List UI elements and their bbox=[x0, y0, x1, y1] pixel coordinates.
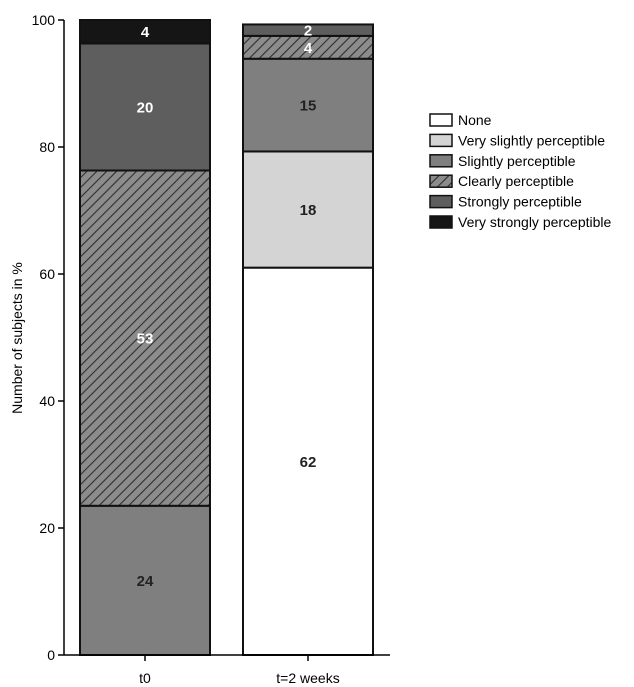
legend-swatch-4 bbox=[429, 194, 453, 209]
bar-value-label-1-4: 2 bbox=[304, 23, 312, 40]
bar-segment-0-5 bbox=[79, 19, 211, 45]
legend-swatch-2 bbox=[429, 154, 453, 168]
bar-value-label-0-4: 20 bbox=[137, 99, 154, 116]
legend-swatch-1 bbox=[429, 133, 453, 148]
legend-label-2: Slightly perceptible bbox=[458, 153, 576, 169]
legend-swatch-3 bbox=[429, 174, 453, 188]
x-tick-label-1: t=2 weeks bbox=[276, 670, 339, 686]
bar-value-label-0-2: 24 bbox=[137, 573, 154, 590]
bars-group bbox=[79, 19, 374, 656]
legend-label-4: Strongly perceptible bbox=[458, 194, 582, 210]
y-tick-label-2: 40 bbox=[39, 393, 55, 409]
legend-label-1: Very slightly perceptible bbox=[458, 132, 605, 148]
bar-value-label-1-2: 15 bbox=[300, 98, 317, 115]
x-ticks-group: t0 t=2 weeks bbox=[139, 655, 340, 686]
legend-swatch-5 bbox=[429, 215, 453, 229]
legend-label-3: Clearly perceptible bbox=[458, 173, 574, 189]
y-tick-label-0: 0 bbox=[47, 647, 55, 663]
axes-group bbox=[63, 20, 390, 656]
legend-swatch-0 bbox=[429, 113, 453, 127]
y-axis-title: Number of subjects in % bbox=[9, 262, 25, 414]
bar-value-label-1-1: 18 bbox=[300, 202, 317, 219]
bar-segment-0-3 bbox=[79, 169, 211, 507]
bar-segment-1-0 bbox=[242, 266, 374, 656]
bar-segment-0-2 bbox=[79, 504, 211, 656]
legend: None Very slightly perceptible Slightly pe… bbox=[429, 112, 612, 230]
bar-segment-1-1 bbox=[242, 150, 374, 269]
bar-value-label-1-3: 4 bbox=[304, 40, 313, 57]
bar-segment-1-2 bbox=[242, 57, 374, 153]
y-tick-label-4: 80 bbox=[39, 139, 55, 155]
legend-label-0: None bbox=[458, 112, 492, 128]
bar-segment-1-4 bbox=[242, 23, 374, 37]
bar-value-label-1-0: 62 bbox=[300, 454, 317, 471]
bar-value-label-0-3: 53 bbox=[137, 331, 154, 348]
y-tick-label-3: 60 bbox=[39, 266, 55, 282]
x-tick-label-0: t0 bbox=[139, 670, 151, 686]
y-tick-label-1: 20 bbox=[39, 520, 55, 536]
bar-value-label-0-5: 4 bbox=[141, 24, 150, 41]
y-ticks-group: 0 20 40 60 80 100 bbox=[32, 12, 64, 663]
y-tick-label-5: 100 bbox=[32, 12, 56, 28]
legend-label-5: Very strongly perceptible bbox=[458, 214, 612, 230]
